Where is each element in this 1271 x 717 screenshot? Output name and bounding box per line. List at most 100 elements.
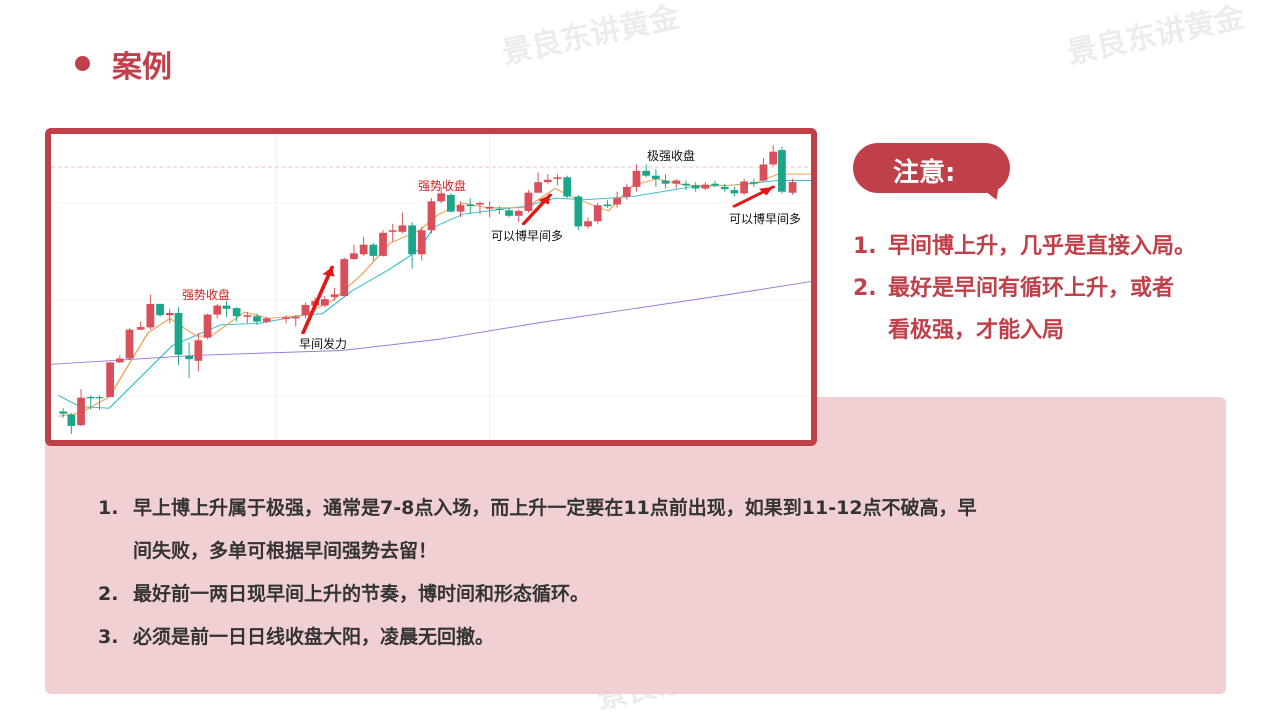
candle-body [243,315,252,317]
item-number: 1. [98,497,119,519]
candle-body [769,151,778,165]
item-number [853,310,888,352]
candle-body [136,327,145,330]
label-can-bet-morning-long: 可以博早间多 [729,212,802,226]
item-text: 必须是前一日日线收盘大阳，凌晨无回撤。 [133,626,495,648]
label-strong-close: 强势收盘 [418,179,467,193]
item-text: 看极强，才能入局 [888,318,1065,343]
candle-body [115,358,124,363]
page-title: 案例 [112,50,172,85]
notice-heading: 注意: [893,158,956,188]
item-number: 2. [853,276,877,301]
candle-body [301,304,310,316]
candle-body [330,294,339,297]
candle-body [661,180,670,184]
moving-average-long [51,281,811,365]
candle-body [369,244,378,256]
candle-body [146,304,155,328]
candle-body [222,305,231,309]
point-item: 3. 必须是前一日日线收盘大阳，凌晨无回撤。 [98,616,1198,659]
arrow-head-icon [758,186,774,196]
candle-body [524,192,533,211]
candle-body [417,230,426,255]
candle-body [622,186,631,197]
arrow-head-icon [322,267,335,277]
candle-body [456,205,465,212]
point-item: 2. 最好前一两日现早间上升的节奏，博时间和形态循环。 [98,573,1198,616]
candle-body [749,182,758,184]
candle-body [730,190,739,194]
item-number: 3. [98,626,119,648]
candle-body [632,170,641,187]
candle-body [203,314,212,338]
candle-body [340,259,349,296]
candle-body [437,193,446,202]
candle-body [359,244,368,255]
item-text: 早上博上升属于极强，通常是7-8点入场，而上升一定要在11点前出现，如果到11-… [133,497,977,519]
candle-body [642,170,651,176]
watermark: 景良东讲黄金 [499,0,683,72]
candle-body [613,198,621,205]
item-number: 1. [853,234,877,259]
arrow-icon [301,265,335,335]
candle-body [213,305,222,315]
candle-body [262,318,271,322]
watermark: 景良东讲黄金 [1064,0,1248,72]
point-item: 间失败，多单可根据早间强势去留！ [98,530,1198,573]
item-text: 早间博上升，几乎是直接入局。 [888,234,1197,259]
candle-body [593,205,602,222]
item-number [98,530,133,573]
candle-body [253,316,261,322]
candle-body [788,182,797,193]
label-strong-close: 强势收盘 [182,288,231,302]
candle-body [672,180,681,184]
candle-body [711,183,719,186]
label-can-bet-morning-long: 可以博早间多 [491,229,564,243]
item-text: 间失败，多单可根据早间强势去留！ [133,540,438,562]
candle-body [165,312,174,316]
candle-body [350,253,358,260]
candle-body [701,184,710,189]
candle-body [59,411,67,414]
candle-body [125,329,134,359]
candle-body [534,182,542,193]
candle-body [106,362,115,398]
candle-body [652,175,660,179]
candle-body [543,179,552,183]
candle-body [320,299,329,306]
candle-body [185,355,194,360]
notice-list: 1. 早间博上升，几乎是直接入局。 2. 最好是早间有循环上升，或者 看极强，才能入… [853,226,1196,352]
candle-body [379,232,387,256]
candle-body [77,397,85,426]
candle-body [514,210,523,216]
candlestick-chart-image: 强势收盘 强势收盘 早间发力 可以博早间多 可以博早间多 极强收盘 [45,128,817,446]
candle-body [682,183,690,186]
item-text: 最好前一两日现早间上升的节奏，博时间和形态循环。 [133,583,590,605]
notice-item: 2. 最好是早间有循环上升，或者 [853,268,1196,310]
notice-bubble: 注意: [853,143,1010,193]
arrow-head-icon [538,194,551,205]
candle-body [553,177,562,179]
candle-body [574,196,583,227]
candle-body [194,340,203,361]
points-list: 1. 早上博上升属于极强，通常是7-8点入场，而上升一定要在11点前出现，如果到1… [98,487,1198,659]
candle-body [282,317,290,320]
candle-body [495,208,504,211]
candle-body [427,201,436,231]
candle-body [388,230,397,232]
candle-body [563,177,572,197]
point-item: 1. 早上博上升属于极强，通常是7-8点入场，而上升一定要在11点前出现，如果到1… [98,487,1198,530]
item-text: 最好是早间有循环上升，或者 [888,276,1175,301]
candle-body [95,397,104,399]
candle-body [691,185,700,189]
candle-body [584,221,592,227]
candle-body [408,225,416,255]
candle-body [778,150,786,192]
candle-body [759,164,768,181]
candle-body [466,204,475,207]
title-bullet-icon [75,56,90,71]
candle-body [156,304,164,316]
candle-body [720,186,729,190]
candle-body [398,225,407,232]
notice-item: 看极强，才能入局 [853,310,1196,352]
